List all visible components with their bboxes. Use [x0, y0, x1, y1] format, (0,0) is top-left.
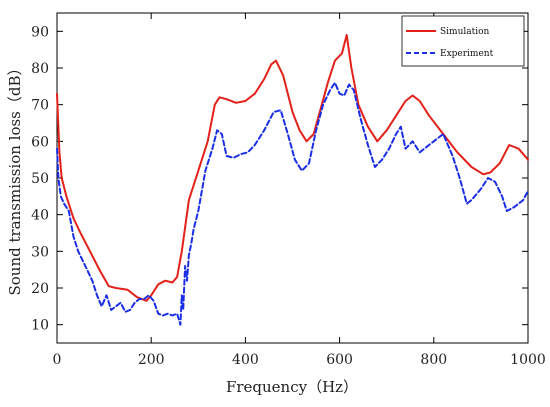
y-tick-label-5: 60: [31, 134, 49, 150]
x-tick-label-5: 1000: [510, 352, 546, 368]
x-tick-label-3: 600: [326, 352, 353, 368]
legend-label-simulation: Simulation: [440, 27, 490, 37]
x-axis-title: Frequency（Hz）: [226, 378, 358, 396]
axis-tick-labels: 0 200 400 600 800 1000 10 20 30 40 50 60 70 80 90: [31, 24, 546, 368]
x-tick-label-0: 0: [53, 352, 62, 368]
x-tick-label-4: 800: [420, 352, 447, 368]
legend-label-experiment: Experiment: [440, 49, 494, 59]
series-simulation-line: [56, 34, 529, 302]
y-tick-label-4: 50: [31, 171, 49, 187]
x-tick-label-1: 200: [138, 352, 165, 368]
series-layer: [56, 34, 529, 326]
y-tick-label-2: 30: [31, 244, 49, 260]
y-tick-label-1: 20: [31, 281, 49, 297]
y-tick-label-6: 70: [31, 98, 49, 114]
legend-box: [401, 15, 525, 67]
x-tick-label-2: 400: [232, 352, 259, 368]
y-tick-label-3: 40: [31, 208, 49, 224]
legend: Simulation Experiment: [401, 15, 525, 67]
y-tick-label-8: 90: [31, 24, 49, 40]
y-tick-label-7: 80: [31, 61, 49, 77]
y-axis-title: Sound transmission loss（dB）: [6, 60, 24, 295]
y-tick-label-0: 10: [31, 318, 49, 334]
series-experiment-line: [56, 81, 529, 326]
